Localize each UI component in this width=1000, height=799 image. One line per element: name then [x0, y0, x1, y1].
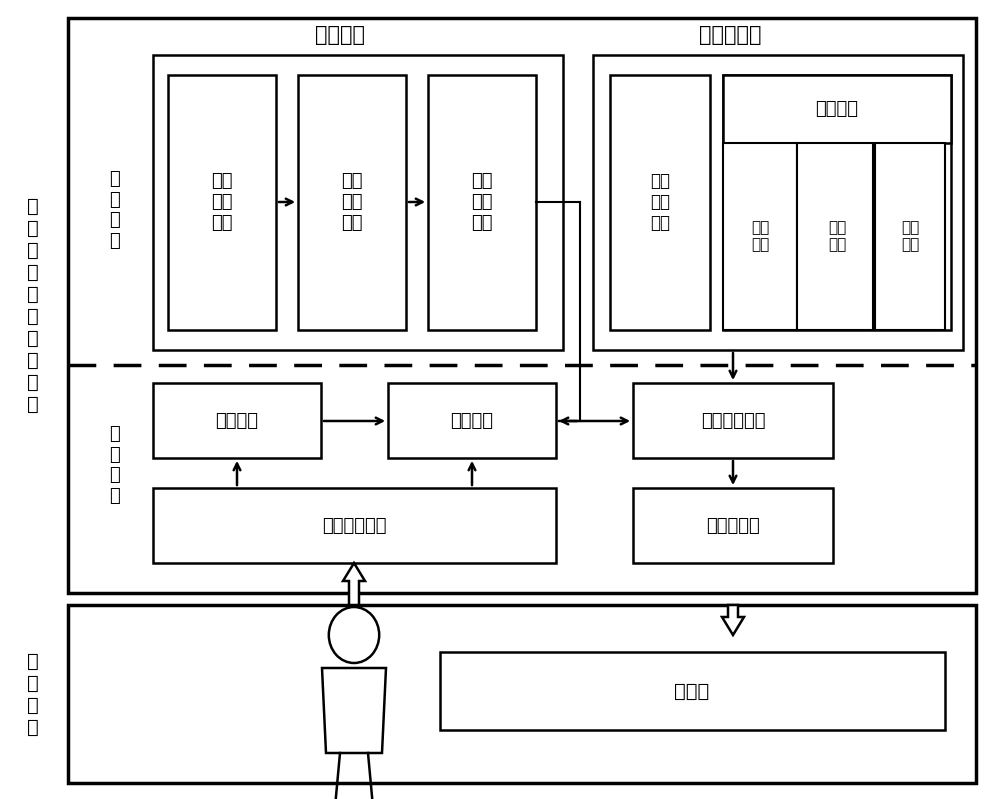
- Text: 离
线
阶
段: 离 线 阶 段: [110, 170, 120, 250]
- Bar: [723, 75, 951, 143]
- Text: 工
作
阶
段: 工 作 阶 段: [110, 425, 120, 505]
- Polygon shape: [343, 563, 365, 605]
- Polygon shape: [722, 605, 744, 635]
- Bar: [633, 488, 833, 563]
- Text: 现场注册: 现场注册: [450, 412, 494, 430]
- Bar: [388, 383, 556, 458]
- Text: 信
息
投
影
辅
助
装
配
平
台: 信 息 投 影 辅 助 装 配 平 台: [27, 197, 39, 414]
- Text: 装
配
现
场: 装 配 现 场: [27, 651, 39, 737]
- Bar: [153, 488, 556, 563]
- Bar: [723, 143, 797, 330]
- Text: 离线标定: 离线标定: [315, 25, 365, 45]
- Text: 渲染与投射: 渲染与投射: [706, 517, 760, 535]
- Text: 参考
图像
标定: 参考 图像 标定: [341, 173, 363, 232]
- Bar: [440, 652, 945, 730]
- Text: 操作台: 操作台: [674, 682, 710, 701]
- Bar: [633, 383, 833, 458]
- Text: 装配现场图像: 装配现场图像: [322, 517, 386, 535]
- Text: 离线
标定
信息: 离线 标定 信息: [471, 173, 493, 232]
- Text: 说明
信息: 说明 信息: [828, 220, 846, 252]
- Text: 现场投影信息: 现场投影信息: [701, 412, 765, 430]
- Text: 图形
引导
信息: 图形 引导 信息: [650, 173, 670, 232]
- Bar: [797, 143, 873, 330]
- Bar: [153, 55, 563, 350]
- Bar: [153, 383, 321, 458]
- Text: 投影信息库: 投影信息库: [699, 25, 761, 45]
- Bar: [875, 143, 945, 330]
- Bar: [68, 605, 976, 783]
- Text: 零件
名称: 零件 名称: [751, 220, 769, 252]
- Bar: [610, 75, 710, 330]
- Text: 文字信息: 文字信息: [816, 100, 858, 118]
- Bar: [168, 75, 276, 330]
- Bar: [593, 55, 963, 350]
- Bar: [723, 75, 951, 330]
- Bar: [68, 18, 976, 593]
- Bar: [298, 75, 406, 330]
- Text: 拍摄
参考
图像: 拍摄 参考 图像: [211, 173, 233, 232]
- Bar: [428, 75, 536, 330]
- Text: 工具
信息: 工具 信息: [901, 220, 919, 252]
- Text: 指令获取: 指令获取: [216, 412, 258, 430]
